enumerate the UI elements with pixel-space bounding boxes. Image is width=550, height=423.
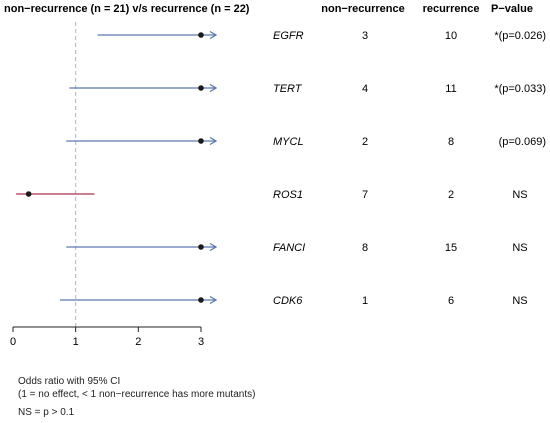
footnote-line2: (1 = no effect, < 1 non−recurrence has m… — [18, 389, 256, 400]
gene-label: FANCI — [273, 242, 305, 254]
ci-arrow — [209, 30, 218, 40]
gene-label: TERT — [273, 83, 303, 95]
ci-arrow — [209, 136, 218, 146]
ci-arrow — [209, 295, 218, 305]
recurrence-count: 8 — [448, 136, 454, 148]
p-value: NS — [512, 189, 527, 201]
gene-label: ROS1 — [273, 189, 303, 201]
gene-label: CDK6 — [273, 295, 303, 307]
ci-arrow — [209, 242, 218, 252]
odds-ratio-point — [198, 85, 204, 91]
odds-ratio-point — [198, 138, 204, 144]
odds-ratio-point — [198, 32, 204, 38]
plot-title: non−recurrence (n = 21) v/s recurrence (… — [4, 3, 250, 15]
ci-arrow — [209, 83, 218, 93]
p-value: NS — [512, 295, 527, 307]
p-value: NS — [512, 242, 527, 254]
p-value: *(p=0.026) — [494, 30, 546, 42]
forest-row: CDK6 1 6 NS — [60, 295, 528, 307]
footnote-line1: Odds ratio with 95% CI — [18, 376, 121, 387]
gene-label: MYCL — [273, 136, 304, 148]
nonrecurrence-count: 2 — [362, 136, 368, 148]
nonrecurrence-count: 8 — [362, 242, 368, 254]
col-header-nonrecurrence: non−recurrence — [321, 3, 404, 15]
recurrence-count: 15 — [445, 242, 457, 254]
nonrecurrence-count: 3 — [362, 30, 368, 42]
forest-row: ROS1 7 2 NS — [16, 189, 528, 201]
nonrecurrence-count: 4 — [362, 83, 368, 95]
footnote-line3: NS = p > 0.1 — [18, 407, 75, 418]
forest-row: MYCL 2 8 (p=0.069) — [66, 136, 546, 148]
forest-row: EGFR 3 10 *(p=0.026) — [97, 30, 546, 42]
p-value: (p=0.069) — [499, 136, 546, 148]
recurrence-count: 10 — [445, 30, 457, 42]
nonrecurrence-count: 7 — [362, 189, 368, 201]
x-tick-label: 3 — [198, 336, 204, 348]
col-header-recurrence: recurrence — [423, 3, 480, 15]
p-value: *(p=0.033) — [494, 83, 546, 95]
x-tick-label: 0 — [10, 336, 16, 348]
odds-ratio-point — [198, 244, 204, 250]
odds-ratio-point — [198, 297, 204, 303]
x-tick-label: 1 — [73, 336, 79, 348]
gene-label: EGFR — [273, 30, 304, 42]
x-tick-label: 2 — [135, 336, 141, 348]
nonrecurrence-count: 1 — [362, 295, 368, 307]
x-axis: 0 1 2 3 — [10, 326, 204, 348]
forest-row: TERT 4 11 *(p=0.033) — [69, 83, 546, 95]
odds-ratio-point — [25, 191, 32, 197]
forest-rows: EGFR 3 10 *(p=0.026) TERT 4 11 *(p=0.033) MYCL 2 8… — [16, 30, 546, 307]
recurrence-count: 2 — [448, 189, 454, 201]
col-header-pvalue: P−value — [491, 3, 533, 15]
forest-row: FANCI 8 15 NS — [66, 242, 528, 254]
recurrence-count: 11 — [445, 83, 456, 95]
recurrence-count: 6 — [448, 295, 454, 307]
